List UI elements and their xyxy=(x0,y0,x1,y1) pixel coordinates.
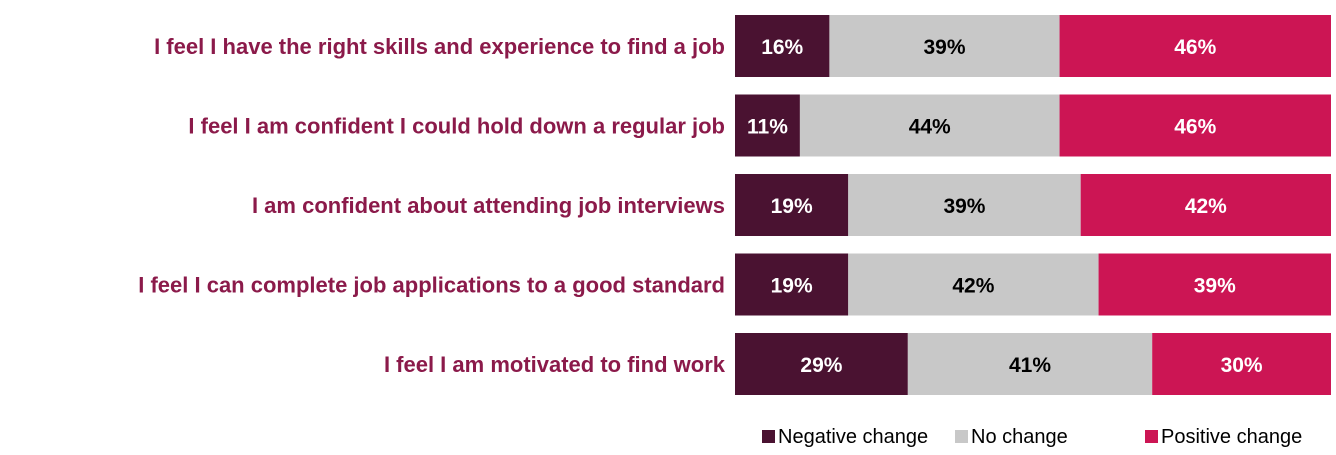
bar-segment-no-change xyxy=(907,333,1153,395)
bar-segment-negative-change xyxy=(735,253,849,316)
bar-segment-negative-change xyxy=(735,15,830,77)
bar-segment-positive-change xyxy=(1059,15,1331,77)
category-label: I feel I am confident I could hold down … xyxy=(188,114,725,139)
data-label: 41% xyxy=(1009,354,1051,377)
bar-segment-positive-change xyxy=(1059,94,1331,157)
legend-swatch xyxy=(1145,430,1158,443)
data-label: 30% xyxy=(1221,354,1263,377)
legend: Negative change No change Positive change xyxy=(762,426,1302,448)
bar-segment-no-change xyxy=(799,94,1060,157)
data-label: 11% xyxy=(747,116,788,139)
legend-swatch xyxy=(955,430,968,443)
data-label: 29% xyxy=(800,354,842,377)
bar-segment-no-change xyxy=(848,253,1099,316)
category-labels: I feel I have the right skills and exper… xyxy=(138,34,726,377)
data-label: 16% xyxy=(761,36,803,59)
bar-segment-positive-change xyxy=(1080,174,1331,236)
data-label: 44% xyxy=(909,116,951,139)
legend-label: Negative change xyxy=(778,426,928,448)
data-label: 19% xyxy=(771,275,813,298)
data-label: 39% xyxy=(1194,275,1236,298)
bar-segment-positive-change xyxy=(1098,253,1331,316)
category-label: I feel I have the right skills and exper… xyxy=(154,34,725,59)
data-label: 42% xyxy=(1185,195,1227,218)
data-label: 46% xyxy=(1174,116,1216,139)
data-label: 42% xyxy=(952,275,994,298)
data-label: 19% xyxy=(771,195,813,218)
data-label: 46% xyxy=(1174,36,1216,59)
data-label: 39% xyxy=(923,36,965,59)
category-label: I feel I am motivated to find work xyxy=(384,352,726,377)
data-label: 39% xyxy=(943,195,985,218)
legend-label: Positive change xyxy=(1161,426,1302,448)
bar-segment-negative-change xyxy=(735,94,800,157)
bar-segment-positive-change xyxy=(1152,333,1331,395)
bar-segment-negative-change xyxy=(735,174,849,236)
bar-segment-negative-change xyxy=(735,333,908,395)
bars-group: 16% 39% 46% 11% 44% 46% 19% 39% 42% 19% 42% 39% 29% 4… xyxy=(735,15,1331,395)
category-label: I feel I can complete job applications t… xyxy=(138,273,725,298)
legend-swatch xyxy=(762,430,775,443)
legend-label: No change xyxy=(971,426,1068,448)
bar-segment-no-change xyxy=(829,15,1060,77)
bar-segment-no-change xyxy=(848,174,1081,236)
category-label: I am confident about attending job inter… xyxy=(252,193,725,218)
